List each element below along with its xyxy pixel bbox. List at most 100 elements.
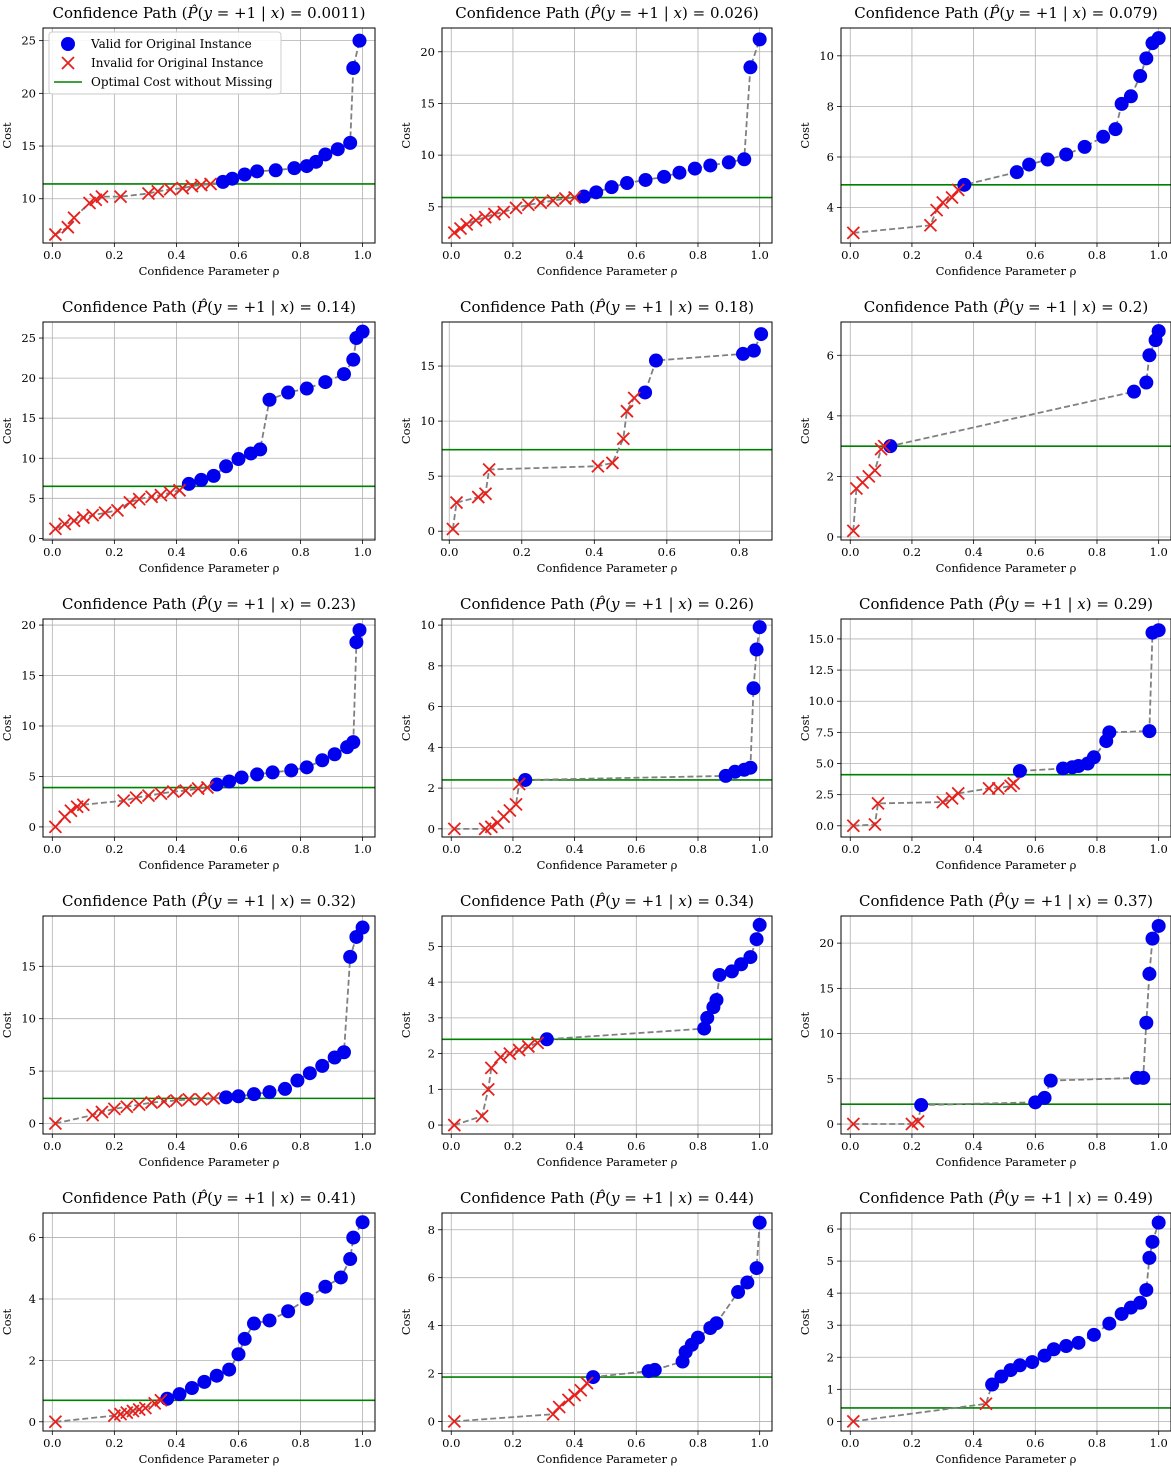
x-tick-label: 0.6 xyxy=(229,545,247,559)
y-tick-label: 2 xyxy=(827,1350,834,1364)
y-tick-label: 4 xyxy=(29,1292,36,1306)
x-tick-label: 0.8 xyxy=(1088,545,1106,559)
x-tick-label: 0.0 xyxy=(841,1436,859,1450)
subplot-title: Confidence Path (P̂(y = +1 | x) = 0.26) xyxy=(460,595,754,613)
valid-point xyxy=(1151,324,1166,339)
valid-point xyxy=(246,1316,261,1331)
axes-frame xyxy=(42,618,376,838)
invalid-point xyxy=(567,1388,582,1402)
valid-point xyxy=(219,1090,234,1105)
invalid-point xyxy=(203,177,218,191)
y-tick-label: 4 xyxy=(428,975,435,989)
y-tick-label: 20 xyxy=(21,618,36,632)
invalid-point xyxy=(144,1095,159,1110)
subplot-14: 0.0 0.2 0.4 0.6 0.8 1.0 0 2 4 6 8 Confidence Parame… xyxy=(399,1189,773,1466)
invalid-point xyxy=(163,182,177,196)
legend-box xyxy=(48,31,282,95)
invalid-point xyxy=(979,1397,993,1411)
x-tick-label: 0.8 xyxy=(291,545,309,559)
axes-frame xyxy=(840,321,1171,541)
invalid-point xyxy=(846,819,860,833)
axes-frame xyxy=(42,915,376,1135)
valid-point xyxy=(746,343,761,358)
x-tick-label: 0.0 xyxy=(841,1139,859,1153)
valid-point xyxy=(315,753,330,768)
valid-point xyxy=(985,1377,1000,1392)
x-tick-label: 0.6 xyxy=(658,545,676,559)
valid-point xyxy=(346,61,361,76)
y-tick-label: 15 xyxy=(21,669,36,683)
y-axis-label: Cost xyxy=(399,418,413,445)
valid-point xyxy=(349,635,364,650)
valid-point xyxy=(589,185,604,200)
valid-point xyxy=(318,375,333,390)
y-tick-label: 0 xyxy=(29,1117,36,1131)
valid-point xyxy=(638,172,653,187)
y-tick-label: 0.0 xyxy=(816,819,834,833)
invalid-point xyxy=(86,508,100,522)
x-tick-label: 1.0 xyxy=(751,248,769,262)
valid-point xyxy=(746,681,761,696)
invalid-point xyxy=(113,189,128,204)
plot-area xyxy=(442,917,772,1132)
invalid-point xyxy=(478,487,493,501)
x-tick-label: 0.2 xyxy=(105,842,123,856)
valid-point xyxy=(299,760,314,775)
invalid-point xyxy=(449,495,464,510)
subplot-title: Confidence Path (P̂(y = +1 | x) = 0.37) xyxy=(859,892,1153,910)
valid-point xyxy=(1142,1250,1157,1265)
valid-point xyxy=(752,1215,767,1230)
subplot-title: Confidence Path (P̂(y = +1 | x) = 0.32) xyxy=(62,892,356,910)
valid-point xyxy=(209,777,224,792)
y-tick-label: 10 xyxy=(420,148,435,162)
valid-point xyxy=(749,1261,764,1276)
invalid-point xyxy=(123,495,137,509)
x-tick-label: 0.4 xyxy=(964,1436,982,1450)
invalid-point xyxy=(447,1118,461,1132)
x-tick-label: 0.8 xyxy=(291,1436,309,1450)
subplot-title: Confidence Path (P̂(y = +1 | x) = 0.41) xyxy=(62,1189,356,1207)
valid-point xyxy=(740,1275,755,1290)
plot-area xyxy=(841,324,1171,538)
valid-point xyxy=(743,60,758,75)
x-tick-label: 1.0 xyxy=(751,842,769,856)
x-tick-label: 0.8 xyxy=(291,248,309,262)
subplot-12: 0.0 0.2 0.4 0.6 0.8 1.0 0 5 10 15 20 Confidence Par… xyxy=(798,892,1171,1169)
y-tick-label: 2.5 xyxy=(816,788,834,802)
y-tick-label: 5 xyxy=(29,769,36,783)
subplot-1: 0.0 0.2 0.4 0.6 0.8 1.0 10 15 20 25 Confidence Par… xyxy=(0,4,376,278)
x-tick-label: 0.8 xyxy=(291,842,309,856)
invalid-point xyxy=(172,483,187,497)
invalid-point xyxy=(120,1100,134,1114)
valid-point xyxy=(1043,1073,1058,1088)
invalid-point xyxy=(95,1105,109,1119)
x-tick-label: 0.6 xyxy=(627,842,645,856)
x-tick-label: 0.2 xyxy=(105,248,123,262)
invalid-point xyxy=(846,1117,860,1131)
plot-area xyxy=(43,920,375,1131)
legend-invalid-marker xyxy=(61,56,75,70)
invalid-point xyxy=(620,404,634,418)
axes-frame xyxy=(441,915,773,1135)
confidence-path-line xyxy=(853,925,1160,1125)
valid-point xyxy=(237,167,252,182)
x-tick-label: 0.2 xyxy=(903,842,921,856)
y-tick-label: 2 xyxy=(29,1353,36,1367)
y-tick-label: 10 xyxy=(21,1012,36,1026)
x-axis-label: Confidence Parameter ρ xyxy=(537,561,678,575)
y-tick-label: 25 xyxy=(21,331,36,345)
valid-point xyxy=(1046,1342,1061,1357)
valid-point xyxy=(281,1304,296,1319)
valid-point xyxy=(1136,1070,1151,1085)
y-tick-label: 8 xyxy=(827,99,834,113)
invalid-point xyxy=(868,463,882,477)
invalid-point xyxy=(207,1091,221,1106)
invalid-point xyxy=(157,1094,171,1109)
valid-point xyxy=(743,760,758,775)
valid-point xyxy=(703,158,718,173)
valid-point xyxy=(346,1230,361,1245)
x-tick-label: 1.0 xyxy=(353,842,371,856)
y-axis-label: Cost xyxy=(0,715,14,742)
x-tick-label: 0.2 xyxy=(504,1139,522,1153)
y-tick-label: 2 xyxy=(428,781,435,795)
